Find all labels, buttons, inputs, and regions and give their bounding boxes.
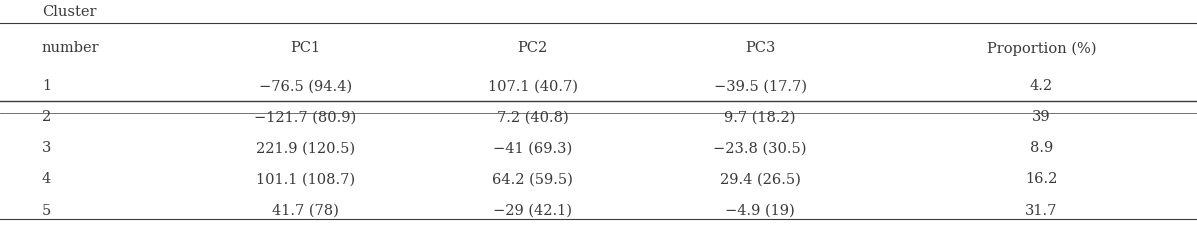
Text: −76.5 (94.4): −76.5 (94.4) (259, 79, 352, 93)
Text: 4: 4 (42, 172, 51, 186)
Text: number: number (42, 41, 99, 55)
Text: PC2: PC2 (517, 41, 548, 55)
Text: 2: 2 (42, 110, 51, 124)
Text: −39.5 (17.7): −39.5 (17.7) (713, 79, 807, 93)
Text: −121.7 (80.9): −121.7 (80.9) (254, 110, 357, 124)
Text: −29 (42.1): −29 (42.1) (493, 203, 572, 217)
Text: 5: 5 (42, 203, 51, 217)
Text: 4.2: 4.2 (1029, 79, 1053, 93)
Text: 41.7 (78): 41.7 (78) (272, 203, 339, 217)
Text: 107.1 (40.7): 107.1 (40.7) (487, 79, 578, 93)
Text: 64.2 (59.5): 64.2 (59.5) (492, 172, 573, 186)
Text: −23.8 (30.5): −23.8 (30.5) (713, 141, 807, 155)
Text: 31.7: 31.7 (1025, 203, 1058, 217)
Text: 1: 1 (42, 79, 51, 93)
Text: 3: 3 (42, 141, 51, 155)
Text: 221.9 (120.5): 221.9 (120.5) (256, 141, 354, 155)
Text: 29.4 (26.5): 29.4 (26.5) (719, 172, 801, 186)
Text: 8.9: 8.9 (1029, 141, 1053, 155)
Text: PC1: PC1 (290, 41, 321, 55)
Text: −4.9 (19): −4.9 (19) (725, 203, 795, 217)
Text: PC3: PC3 (745, 41, 776, 55)
Text: −41 (69.3): −41 (69.3) (493, 141, 572, 155)
Text: Cluster: Cluster (42, 5, 97, 19)
Text: 7.2 (40.8): 7.2 (40.8) (497, 110, 569, 124)
Text: 101.1 (108.7): 101.1 (108.7) (256, 172, 354, 186)
Text: 16.2: 16.2 (1025, 172, 1058, 186)
Text: Proportion (%): Proportion (%) (986, 41, 1096, 56)
Text: 39: 39 (1032, 110, 1051, 124)
Text: 9.7 (18.2): 9.7 (18.2) (724, 110, 796, 124)
